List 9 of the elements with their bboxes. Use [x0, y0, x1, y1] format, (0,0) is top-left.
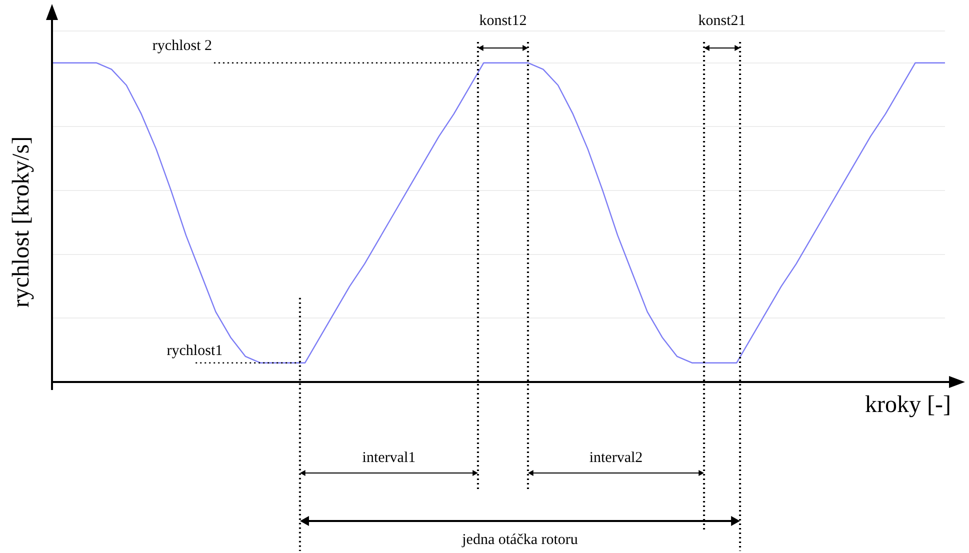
x-axis-title: kroky [-]: [865, 392, 951, 419]
text: interval2: [589, 450, 643, 466]
text: konst21: [698, 13, 746, 29]
text: interval1: [362, 450, 416, 466]
y-axis-title: rychlost [kroky/s]: [8, 136, 36, 308]
annotation: rychlost1: [166, 342, 223, 359]
text: jedna otáčka rotoru: [462, 532, 578, 548]
text: rychlost 2: [152, 38, 212, 54]
text: konst12: [479, 13, 527, 29]
